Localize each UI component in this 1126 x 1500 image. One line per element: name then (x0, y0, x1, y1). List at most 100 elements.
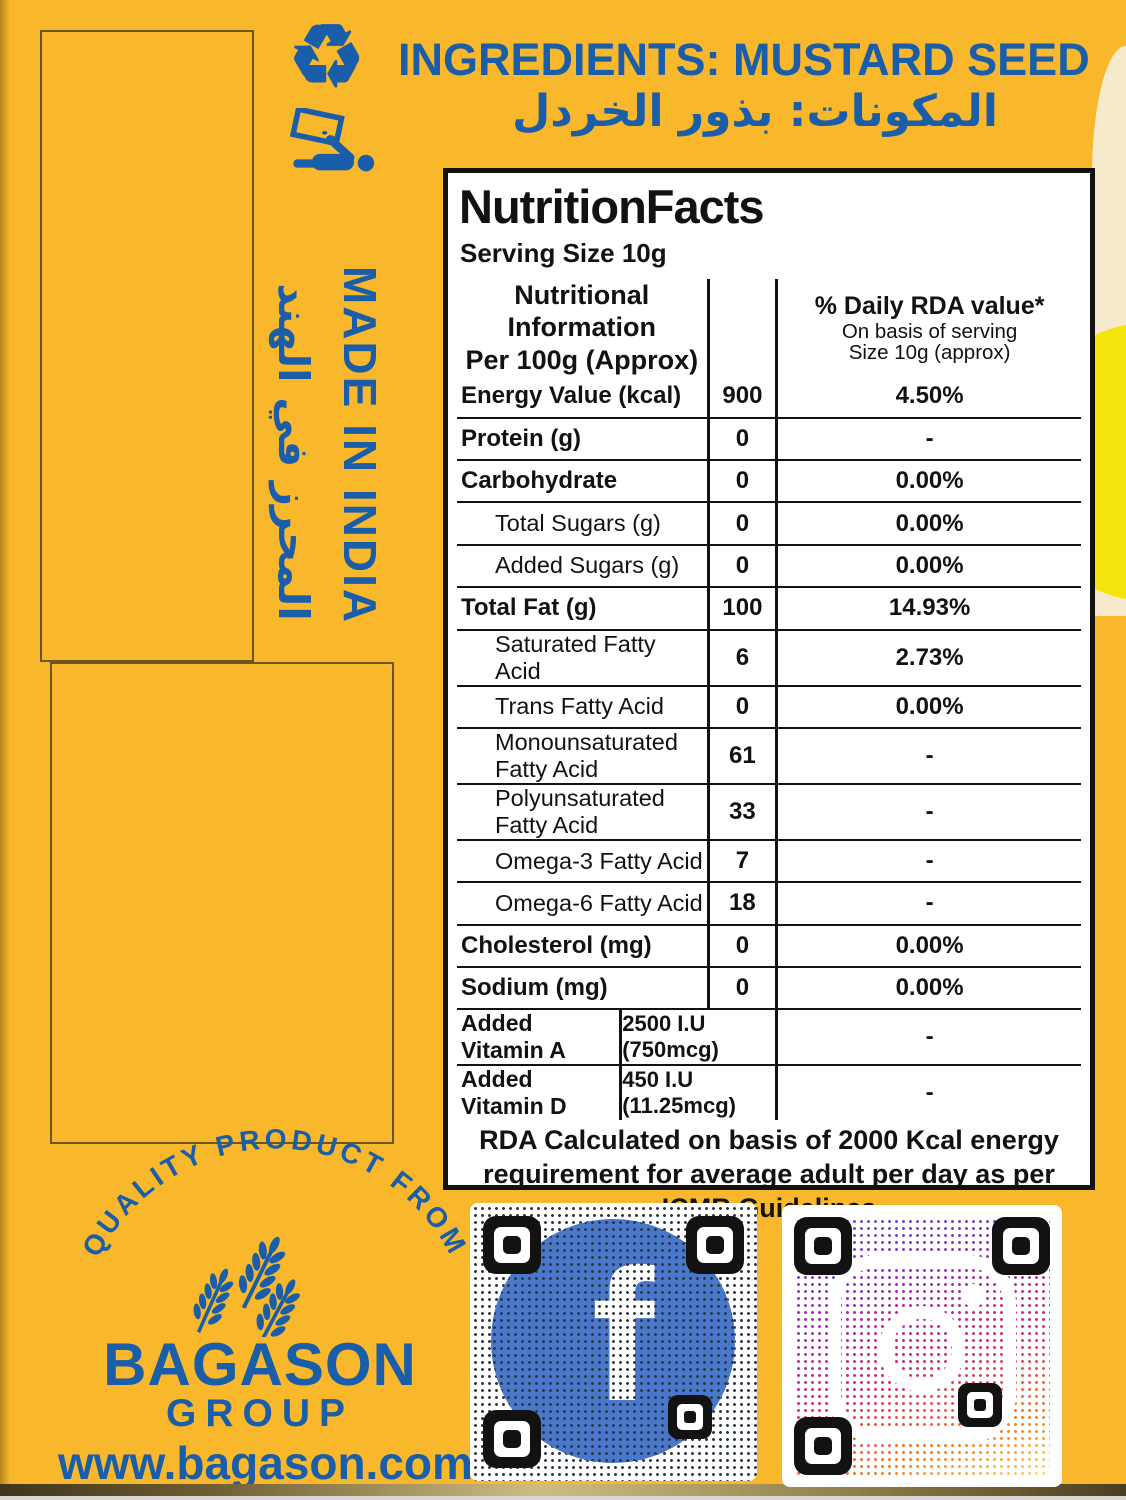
qr-alignment-icon (958, 1383, 1002, 1427)
nutrient-value: 100 (706, 588, 776, 629)
brand-group-label: GROUP (165, 1392, 354, 1435)
vitamin-row: Added Vitamin D 450 I.U (11.25mcg) - (457, 1064, 1081, 1121)
nutrient-value: 0 (706, 460, 776, 502)
qr-finder-icon (483, 1410, 541, 1468)
rda-header-sub1: On basis of serving (841, 319, 1018, 343)
nutrient-label: Omega-3 Fatty Acid (495, 847, 703, 874)
nutrition-row: Cholesterol (mg) 0 0.00% (457, 923, 1081, 967)
vitamin-rda: - (775, 1066, 1081, 1121)
nutrient-rda: 0.00% (775, 545, 1081, 587)
vitamin-rows: Added Vitamin A 2500 I.U (750mcg) - Adde… (457, 1008, 1081, 1121)
nutrient-value: 0 (706, 925, 776, 967)
nutrient-label: Energy Value (kcal) (461, 382, 682, 410)
nutrient-rda: 0.00% (775, 925, 1081, 967)
left-edge-shadow (0, 0, 10, 1500)
column-header-value (706, 279, 776, 377)
pouch-edge-background (1092, 46, 1126, 616)
column-header-nutritional-info: Nutritional Information Per 100g (Approx… (457, 279, 707, 376)
background-strip (0, 1496, 1126, 1500)
instagram-camera-icon (828, 1255, 1016, 1443)
nutrition-row: Carbohydrate 0 0.00% (457, 458, 1081, 502)
nutrient-value: 18 (706, 883, 776, 924)
brand-name: BAGASON (103, 1331, 417, 1398)
instagram-lens-icon (879, 1306, 965, 1392)
nutrient-value: 7 (706, 840, 776, 882)
nutrient-label: Total Sugars (g) (495, 510, 661, 537)
rda-header-main: % Daily RDA value* (814, 291, 1045, 320)
nutrient-rda: - (775, 883, 1081, 924)
nutrient-label: Cholesterol (mg) (461, 931, 652, 959)
nutrient-label: Total Fat (g) (461, 594, 597, 622)
nutrition-rows: Energy Value (kcal) 900 4.50% Protein (g… (457, 376, 1081, 1009)
nutrition-row: Saturated Fatty Acid 6 2.73% (457, 628, 1081, 685)
nutrient-label: Sodium (mg) (461, 974, 608, 1002)
nutrient-label: Trans Fatty Acid (495, 693, 664, 720)
vitamin-label: Added Vitamin A (461, 1010, 566, 1064)
nutrition-row: Polyunsaturated Fatty Acid 33 - (457, 782, 1081, 839)
nutrient-rda: - (775, 840, 1081, 882)
vitamin-rda: - (775, 1010, 1081, 1065)
nutrient-value: 61 (706, 728, 776, 783)
nutrient-rda: 2.73% (775, 630, 1081, 685)
vitamin-row: Added Vitamin A 2500 I.U (750mcg) - (457, 1008, 1081, 1065)
nutrient-value: 0 (706, 968, 776, 1009)
nutrient-label: Omega-6 Fatty Acid (495, 889, 703, 916)
quality-product-arc-text: QUALITY PRODUCT FROM (76, 1123, 470, 1261)
vitamin-label: Added Vitamin D (461, 1066, 567, 1120)
recycle-icon: ♻ (288, 9, 366, 105)
qr-alignment-icon (668, 1395, 712, 1439)
qr-finder-icon (686, 1216, 744, 1274)
nutrition-table-header: Nutritional Information Per 100g (Approx… (457, 279, 1081, 377)
nutrition-row: Monounsaturated Fatty Acid 61 - (457, 726, 1081, 783)
made-in-india-arabic-vertical: المحرز في الهند (269, 283, 318, 621)
nutrient-rda: 0.00% (775, 460, 1081, 502)
nutrient-label: Protein (g) (461, 424, 581, 452)
nutrient-rda: 0.00% (775, 968, 1081, 1009)
nutrition-row: Added Sugars (g) 0 0.00% (457, 543, 1081, 587)
rda-header-sub2: Size 10g (approx) (848, 341, 1011, 365)
nutrient-rda: - (775, 418, 1081, 459)
vitamin-value: 450 I.U (11.25mcg) (619, 1066, 775, 1121)
nutrient-label: Added Sugars (g) (495, 552, 680, 579)
nutrient-rda: - (775, 728, 1081, 783)
header-line2: Per 100g (Approx) (465, 344, 699, 375)
made-in-india-vertical: MADE IN INDIA (334, 265, 386, 625)
instagram-qr-code (782, 1205, 1062, 1487)
nutrition-facts-panel: NutritionFacts Serving Size 10g Nutritio… (443, 168, 1095, 1223)
nutrient-label: Polyunsaturated Fatty Acid (495, 784, 665, 838)
ingredients-heading-english: INGREDIENTS: MUSTARD SEED (398, 34, 1090, 85)
nutrition-facts-title: NutritionFacts (459, 180, 765, 233)
nutrient-rda: 14.93% (775, 588, 1081, 629)
ingredients-heading-arabic: المكونات: بذور الخردل (512, 86, 998, 137)
nutrient-value: 0 (706, 686, 776, 727)
nutrition-row: Omega-6 Fatty Acid 18 - (457, 881, 1081, 924)
nutrition-row: Trans Fatty Acid 0 0.00% (457, 684, 1081, 727)
nutrient-value: 0 (706, 545, 776, 587)
nutrient-value: 6 (706, 630, 776, 685)
nutrient-rda: 0.00% (775, 686, 1081, 727)
blank-panel-bottom (50, 662, 394, 1144)
nutrient-value: 900 (706, 376, 776, 417)
column-header-rda: % Daily RDA value* On basis of serving S… (775, 279, 1081, 377)
blank-panel-top (40, 30, 254, 662)
nutrition-row: Energy Value (kcal) 900 4.50% (457, 376, 1081, 417)
instagram-flash-dot-icon (962, 1284, 985, 1307)
nutrition-row: Total Sugars (g) 0 0.00% (457, 501, 1081, 544)
nutrient-label: Monounsaturated Fatty Acid (495, 728, 678, 782)
sun-circle-decoration (1092, 322, 1126, 602)
nutrient-rda: 4.50% (775, 376, 1081, 417)
wheat-icon (182, 1192, 312, 1337)
qr-finder-icon (992, 1217, 1050, 1275)
nutrition-row: Protein (g) 0 - (457, 416, 1081, 459)
facebook-f-glyph: f (591, 1230, 655, 1440)
nutrition-row: Total Fat (g) 100 14.93% (457, 586, 1081, 629)
qr-finder-icon (794, 1217, 852, 1275)
header-line1: Nutritional Information (507, 280, 657, 343)
vitamin-value: 2500 I.U (750mcg) (619, 1010, 775, 1065)
facebook-qr-code: f (470, 1203, 757, 1481)
qr-finder-icon (794, 1417, 852, 1475)
qr-finder-icon (483, 1216, 541, 1274)
nutrient-rda: 0.00% (775, 503, 1081, 544)
nutrition-row: Sodium (mg) 0 0.00% (457, 966, 1081, 1009)
